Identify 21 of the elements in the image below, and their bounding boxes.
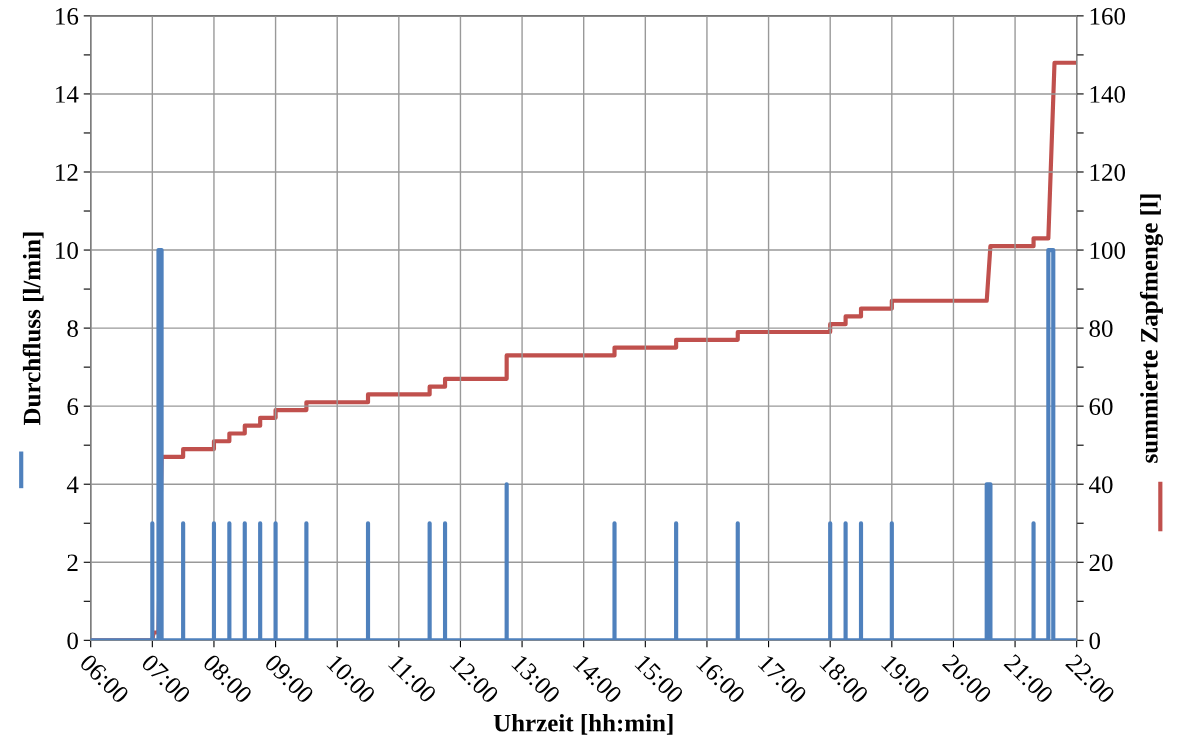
y-tick-label: 2 bbox=[67, 554, 78, 571]
y2-tick-label: 60 bbox=[1089, 398, 1113, 416]
y2-tick-label: 0 bbox=[1089, 632, 1101, 650]
y2-tick-label: 140 bbox=[1090, 85, 1126, 103]
y-tick-label: 6 bbox=[67, 398, 79, 416]
y-tick-label: 14 bbox=[56, 86, 79, 103]
y-tick-label: 8 bbox=[67, 320, 78, 338]
y-tick-label: 12 bbox=[56, 164, 78, 181]
y2-axis-title: summierte Zapfmenge [l] bbox=[1139, 194, 1164, 463]
y2-tick-label: 100 bbox=[1090, 242, 1126, 259]
y-tick-label: 4 bbox=[66, 476, 79, 493]
y2-tick-label: 120 bbox=[1090, 164, 1126, 181]
y-tick-label: 10 bbox=[56, 242, 78, 259]
y-axis-title: Durchfluss [l/min] bbox=[22, 232, 44, 426]
y2-tick-label: 80 bbox=[1089, 320, 1113, 338]
x-axis-title: Uhrzeit [hh:min] bbox=[493, 713, 673, 735]
y2-tick-label: 40 bbox=[1088, 476, 1113, 494]
y2-tick-label: 20 bbox=[1089, 554, 1113, 572]
y-tick-label: 16 bbox=[56, 8, 79, 25]
y2-tick-label: 160 bbox=[1090, 7, 1126, 25]
y-tick-label: 0 bbox=[67, 632, 78, 650]
